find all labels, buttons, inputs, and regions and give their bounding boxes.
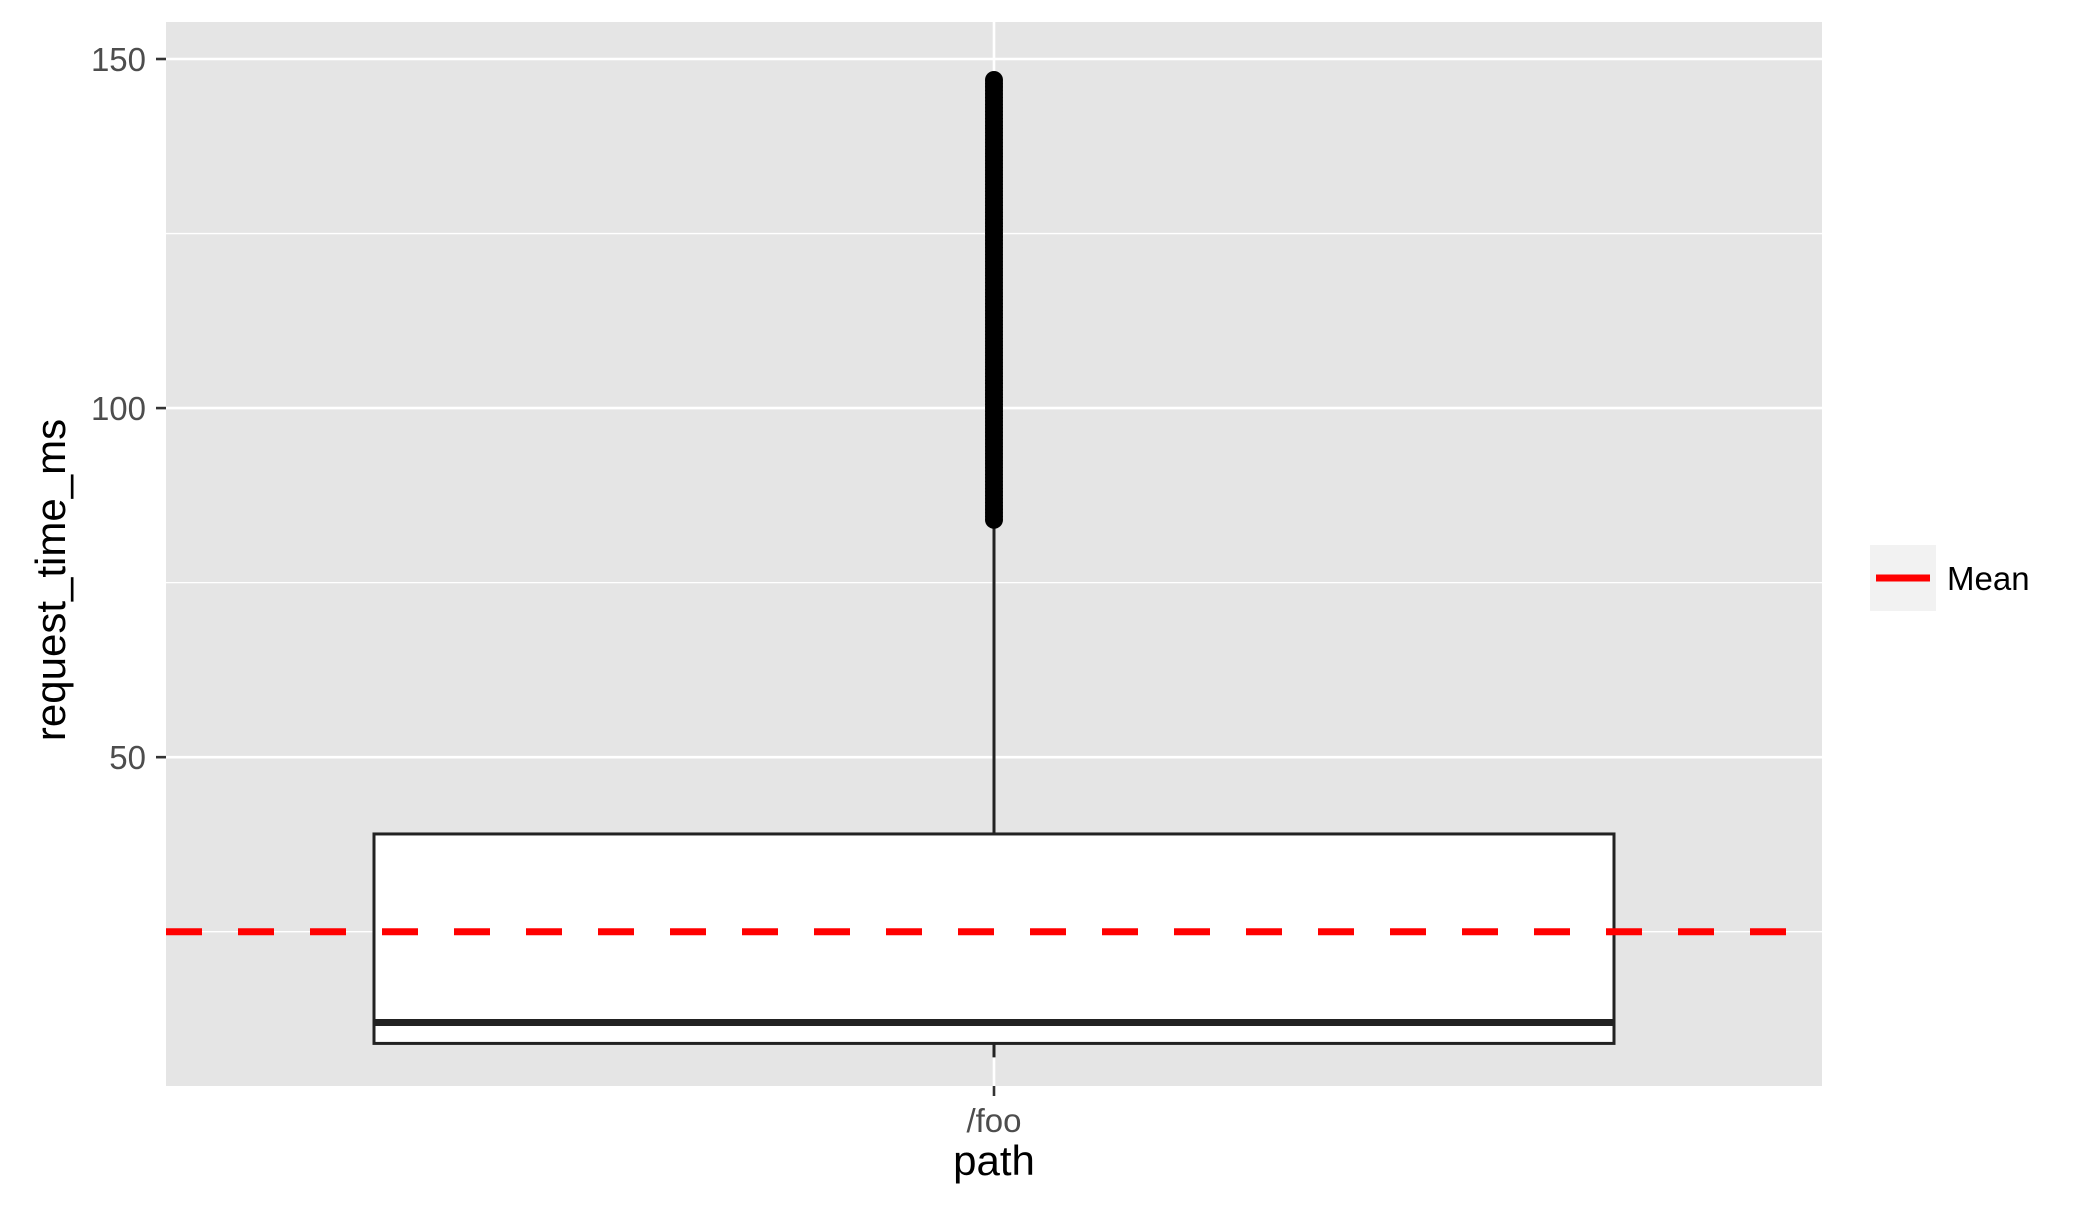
x-axis-title: path xyxy=(953,1137,1035,1184)
box-iqr xyxy=(372,832,1616,1045)
legend: Mean xyxy=(1870,545,2030,611)
x-tick-label: /foo xyxy=(966,1102,1021,1139)
y-tick-label: 100 xyxy=(91,390,146,427)
legend-label-mean: Mean xyxy=(1947,560,2030,597)
outlier-point xyxy=(985,70,1003,89)
y-tick-label: 150 xyxy=(91,41,146,78)
y-tick-label: 50 xyxy=(109,739,146,776)
y-axis-title: request_time_ms xyxy=(27,419,74,741)
